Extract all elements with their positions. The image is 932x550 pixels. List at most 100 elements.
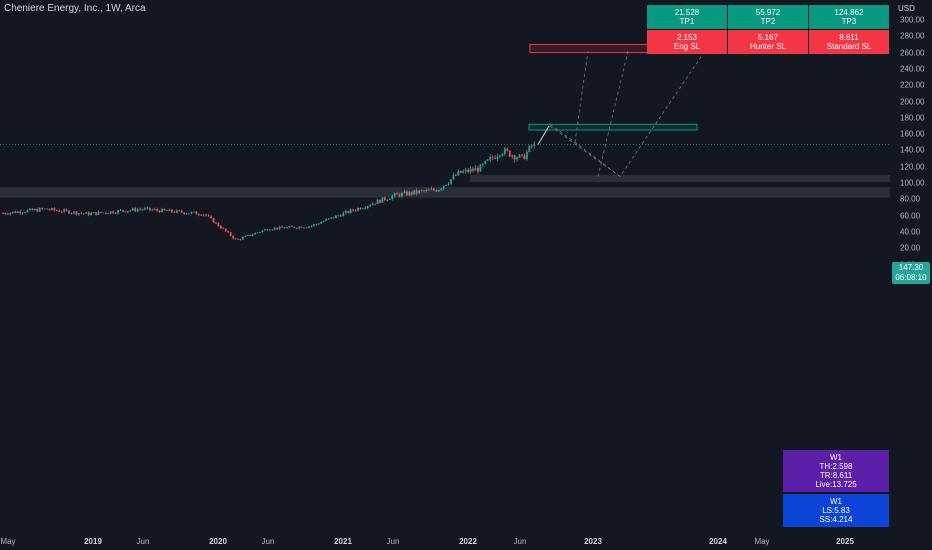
candle-body: [9, 212, 12, 215]
support-zone: [470, 174, 890, 183]
candle-body: [276, 227, 279, 229]
candle-body: [396, 193, 399, 195]
candle-body: [459, 170, 462, 173]
candle-body: [523, 154, 526, 160]
w1-stops-box: W1 LS:5.83 SS:4.214: [783, 494, 889, 527]
candle-body: [53, 208, 56, 211]
time-tick-label: Jun: [261, 537, 275, 546]
candle-body: [148, 207, 151, 211]
candle-body: [525, 151, 528, 160]
candle-body: [369, 205, 372, 207]
candle-body: [197, 214, 200, 216]
candle-body: [95, 212, 97, 215]
projection-path: [549, 123, 621, 177]
candle-body: [352, 209, 354, 211]
tp3-cell: 124.862 TP3: [809, 5, 889, 29]
candle-body: [124, 211, 127, 213]
candle-body: [219, 226, 222, 229]
candle-body: [36, 209, 39, 212]
candle-body: [139, 209, 141, 211]
projection-path: [597, 50, 629, 177]
candle-body: [109, 211, 112, 214]
candle-body: [41, 208, 44, 209]
candle-body: [215, 222, 217, 224]
candle-body: [168, 209, 171, 211]
candle-body: [310, 225, 313, 227]
candle-body: [410, 191, 413, 195]
candle-body: [430, 188, 433, 190]
candle-body: [295, 227, 298, 229]
candle-body: [185, 213, 188, 215]
candle-body: [217, 222, 220, 227]
candle-body: [467, 169, 470, 173]
candle-body: [388, 199, 391, 200]
candle-body: [386, 199, 389, 201]
candle-body: [249, 234, 252, 236]
candle-body: [281, 226, 283, 228]
time-tick-label: May: [754, 537, 770, 546]
targets-table: 21.528 TP1 55.972 TP2 124.862 TP3 2.153 Eng …: [647, 5, 890, 54]
candle-body: [376, 199, 379, 204]
candle-body: [462, 171, 465, 173]
time-tick-label: Jun: [513, 537, 527, 546]
last-price-value: 147.30: [898, 263, 924, 272]
time-tick-label: 2021: [334, 537, 352, 546]
candle-body: [432, 188, 435, 191]
candle-body: [146, 207, 149, 209]
candle-body: [374, 203, 377, 205]
chart-title: Cheniere Energy, Inc., 1W, Arca: [4, 3, 146, 14]
time-tick-label: 2020: [209, 537, 227, 546]
price-tick-label: 220.00: [900, 80, 925, 90]
candle-body: [533, 144, 536, 146]
price-tick-label: 160.00: [900, 129, 925, 139]
candle-body: [136, 209, 139, 212]
candle-body: [364, 207, 367, 209]
candle-body: [38, 208, 41, 212]
candle-body: [300, 226, 303, 228]
price-chart[interactable]: [0, 0, 890, 532]
candle-body: [264, 229, 266, 231]
candle-body: [259, 231, 261, 233]
candle-body: [521, 154, 523, 156]
candle-body: [469, 168, 472, 173]
candle-body: [122, 210, 124, 212]
candle-body: [175, 210, 178, 213]
candle-body: [166, 210, 168, 212]
candle-body: [21, 212, 24, 214]
candle-body: [479, 164, 482, 172]
candle-body: [188, 213, 190, 215]
candle-body: [90, 213, 93, 216]
candle-body: [11, 211, 14, 213]
candle-body: [359, 208, 362, 210]
candle-body: [242, 236, 244, 240]
price-tick-label: 260.00: [900, 48, 925, 58]
time-tick-label: 2023: [584, 537, 602, 546]
candle-body: [19, 211, 22, 214]
time-tick-label: Jun: [136, 537, 150, 546]
candle-body: [423, 190, 425, 192]
candle-body: [158, 210, 161, 213]
candle-body: [87, 212, 90, 216]
candle-body: [322, 221, 325, 223]
candle-body: [477, 167, 479, 172]
candle-body: [163, 208, 166, 211]
support-zone: [0, 187, 890, 198]
candle-body: [408, 191, 411, 196]
candle-body: [129, 210, 132, 212]
candle-body: [347, 210, 350, 213]
candle-body: [183, 212, 186, 214]
candle-body: [342, 212, 345, 217]
candle-body: [51, 208, 53, 210]
candle-body: [530, 145, 533, 147]
hunter-sl-cell: 5.167 Hunter SL: [728, 30, 808, 54]
candle-body: [239, 239, 242, 240]
candle-body: [58, 210, 61, 212]
candle-body: [100, 211, 102, 213]
candle-body: [227, 231, 230, 233]
candle-body: [266, 229, 269, 231]
candle-body: [489, 157, 492, 160]
candle-body: [119, 210, 122, 211]
candle-body: [46, 208, 48, 210]
time-tick-label: 2025: [836, 537, 854, 546]
candle-body: [420, 190, 423, 192]
